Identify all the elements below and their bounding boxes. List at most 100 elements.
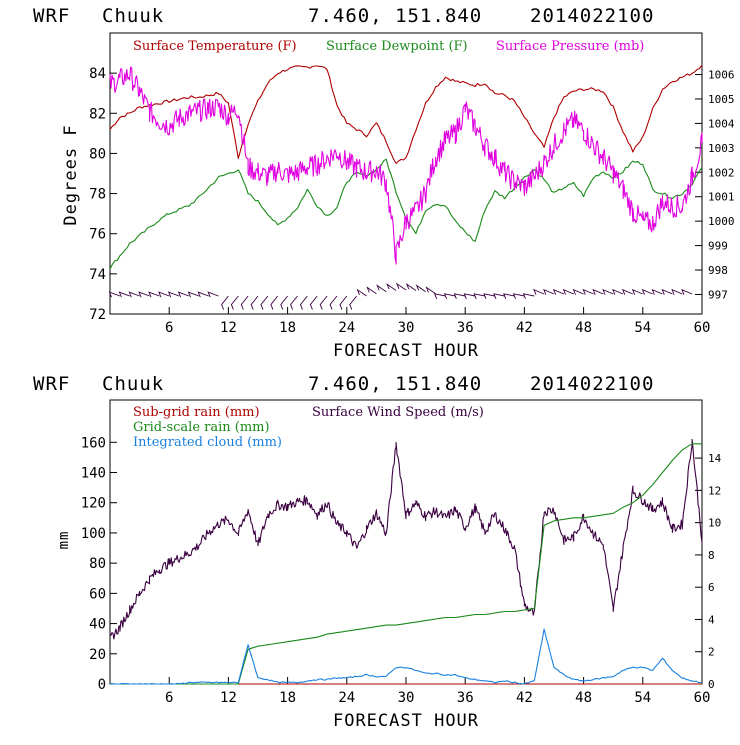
wind-barb [356, 288, 367, 297]
wind-barb [290, 295, 298, 310]
bottom-y-tick-label: 0 [98, 677, 106, 693]
wind-barb [621, 288, 634, 295]
bottom-x-label: FORECAST HOUR [333, 711, 479, 731]
top-y-tick-label: 74 [89, 267, 106, 283]
top-y-label: Degrees F [61, 124, 81, 225]
wind-barb [187, 291, 199, 298]
top-x-tick-label: 42 [516, 320, 533, 336]
bottom-x-tick-label: 30 [398, 690, 415, 706]
bottom-y-tick-label: 40 [89, 617, 106, 633]
integrated-cloud-line [109, 628, 703, 685]
top-y2-tick-label: 1004 [708, 117, 735, 130]
bottom-x-tick-label: 6 [165, 690, 173, 706]
wind-barb [148, 291, 160, 298]
top-x-label: FORECAST HOUR [333, 341, 479, 361]
wind-barb [562, 288, 574, 295]
top-y-tick-label: 76 [89, 227, 106, 243]
bottom-x-tick-label: 54 [634, 690, 651, 706]
wind-barb [128, 291, 140, 298]
wind-barb [493, 293, 505, 299]
bottom-y2-tick-label: 8 [708, 549, 715, 562]
bottom-x-tick-label: 48 [575, 690, 592, 706]
bottom-x-tick-label: 12 [220, 690, 237, 706]
wind-barb [138, 291, 150, 298]
wind-barb [661, 288, 673, 295]
top-header-station: Chuuk [102, 5, 164, 27]
top-series-group [109, 64, 703, 270]
top-x-tick-label: 12 [220, 320, 237, 336]
wind-barb [207, 291, 219, 298]
pressure-line [109, 66, 703, 265]
top-y-tick-label: 72 [89, 307, 106, 323]
wind-barb [503, 293, 515, 299]
top-header-coords: 7.460, 151.840 [308, 5, 482, 27]
top-x-tick-label: 6 [165, 320, 173, 336]
wind-barb [405, 282, 417, 291]
top-x-tick-label: 24 [338, 320, 355, 336]
top-y-axis: 72 74 76 78 80 82 84 [89, 66, 117, 323]
wind-barb [167, 291, 180, 298]
wind-barb [230, 295, 239, 310]
bottom-y-tick-label: 160 [81, 435, 106, 451]
bottom-x-tick-label: 36 [457, 690, 474, 706]
top-header-model: WRF [33, 5, 70, 27]
top-y2-tick-label: 997 [708, 288, 728, 301]
wind-barb [651, 288, 663, 295]
bottom-y-label: mm [56, 531, 72, 550]
wind-barb [453, 293, 466, 299]
top-x-tick-label: 30 [398, 320, 415, 336]
bottom-x-axis: 6 12 18 24 30 36 42 48 54 60 [165, 677, 710, 706]
wind-barb [329, 295, 338, 310]
top-x-tick-label: 18 [279, 320, 296, 336]
wind-barb [522, 293, 535, 299]
bottom-x-tick-label: 42 [516, 690, 533, 706]
wind-barb [572, 288, 584, 295]
bottom-series-group [109, 438, 703, 685]
top-legend-pressure: Surface Pressure (mb) [496, 39, 644, 54]
bottom-header-station: Chuuk [102, 373, 164, 395]
bottom-y-axis: 0 20 40 60 80 100 120 140 160 [81, 435, 117, 693]
bottom-header-date: 2014022100 [530, 373, 654, 395]
wind-barb [641, 288, 653, 295]
top-legend-temperature: Surface Temperature (F) [133, 39, 297, 54]
wind-barb [631, 288, 643, 295]
top-y-tick-label: 84 [89, 66, 106, 82]
bottom-header-coords: 7.460, 151.840 [308, 373, 482, 395]
top-x-tick-label: 60 [694, 320, 711, 336]
wind-barb [473, 293, 485, 299]
bottom-y2-tick-label: 4 [708, 613, 715, 626]
wind-barb [270, 295, 279, 310]
wind-barb [443, 293, 456, 299]
top-y2-tick-label: 998 [708, 264, 728, 277]
wind-barb [309, 295, 318, 310]
top-y-tick-label: 82 [89, 106, 106, 122]
top-y2-axis: 997 998 999 1000 1001 1002 1003 1004 1005 1006 [695, 69, 735, 301]
bottom-y-tick-label: 100 [81, 526, 106, 542]
bottom-legend-wind: Surface Wind Speed (m/s) [312, 405, 484, 420]
top-y2-tick-label: 1000 [708, 215, 735, 228]
top-y-tick-label: 78 [89, 187, 106, 203]
bottom-y-tick-label: 140 [81, 466, 106, 482]
wind-barb [592, 288, 604, 295]
wind-barb [483, 293, 495, 299]
top-y2-tick-label: 1001 [708, 191, 735, 204]
wind-barb [240, 295, 249, 310]
top-y-tick-label: 80 [89, 146, 106, 162]
wind-barb [552, 288, 565, 295]
bottom-panel: WRF Chuuk 7.460, 151.840 2014022100 Sub-… [33, 373, 722, 731]
bottom-y2-tick-label: 12 [708, 484, 721, 497]
wind-barb [366, 286, 377, 295]
temperature-line [109, 64, 703, 164]
bottom-y2-tick-label: 0 [708, 678, 715, 691]
wind-barb [221, 295, 229, 310]
wind-barb [602, 288, 614, 295]
wind-speed-line [109, 438, 703, 640]
wind-barb [280, 295, 288, 310]
wind-barb [299, 295, 308, 310]
wind-barb [158, 291, 170, 298]
wind-barb [415, 284, 426, 293]
top-y2-tick-label: 999 [708, 240, 728, 253]
bottom-y2-axis: 0 2 4 6 8 10 12 14 [695, 452, 722, 691]
